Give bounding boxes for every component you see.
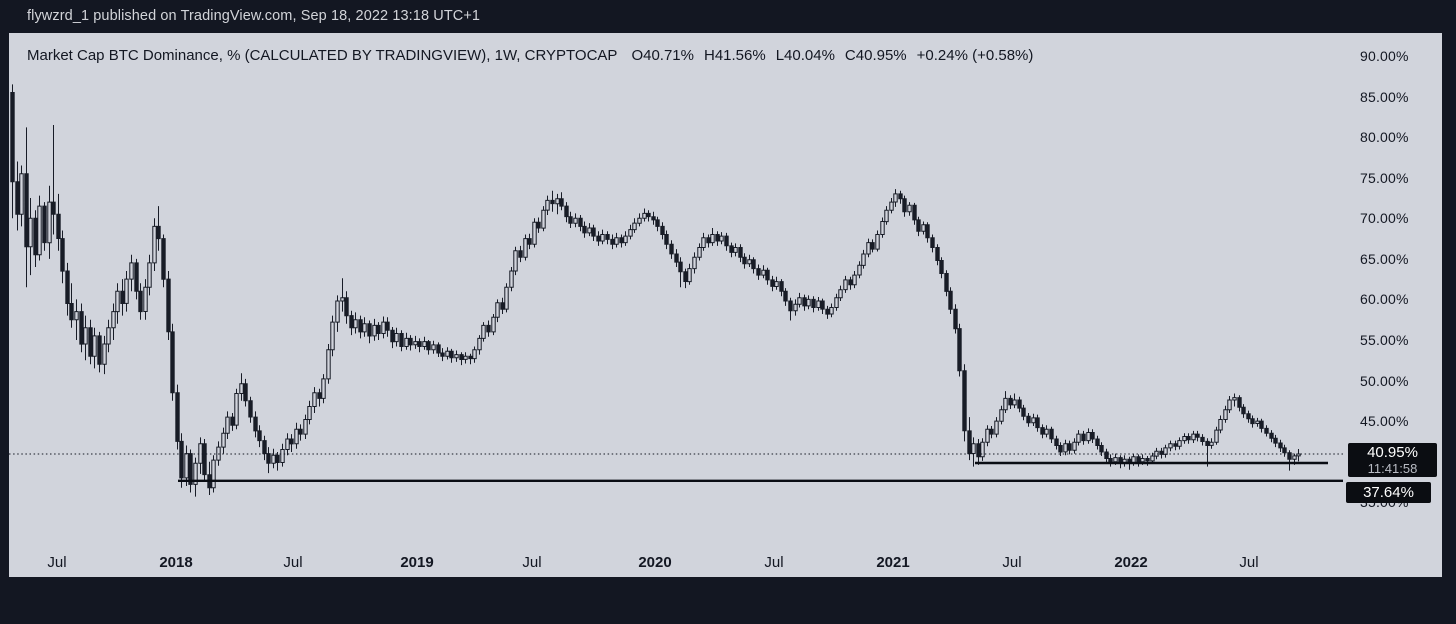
time-tick-label: 2020 <box>638 554 672 571</box>
price-tick-label: 75.00% <box>1360 170 1409 186</box>
legend-symbol-title[interactable]: Market Cap BTC Dominance, % (CALCULATED … <box>27 47 618 64</box>
legend-value: L40.04% <box>775 47 835 64</box>
time-tick-label: 2018 <box>159 554 193 571</box>
price-tick-label: 50.00% <box>1360 373 1409 389</box>
price-tick-label: 85.00% <box>1360 89 1409 105</box>
footer-bar: TradingView <box>0 577 1456 624</box>
drawing-price-axis-badge: 37.64% <box>1346 482 1431 503</box>
top-bar: flywzrd_1 published on TradingView.com, … <box>0 0 1456 33</box>
time-tick-label: Jul <box>283 554 303 571</box>
legend-value: C40.95% <box>844 47 907 64</box>
drawing-layer[interactable] <box>9 453 1345 482</box>
price-tick-label: 80.00% <box>1360 129 1409 145</box>
drawing-price-label: 37.64% <box>1363 483 1414 501</box>
price-tick-label: 55.00% <box>1360 332 1409 348</box>
legend-value: H41.56% <box>703 47 766 64</box>
time-tick-label: Jul <box>1002 554 1022 571</box>
candle-wicks <box>12 84 1299 497</box>
price-tick-label: 60.00% <box>1360 291 1409 307</box>
legend-ohlc-values: O40.71% H41.56% L40.04% C40.95% +0.24% (+0.5… <box>631 47 1043 64</box>
candle-bodies-up <box>19 173 1301 489</box>
time-tick-label: 2019 <box>400 554 434 571</box>
price-tick-label: 90.00% <box>1360 48 1409 64</box>
time-tick-label: 2021 <box>876 554 910 571</box>
bar-countdown-timer: 11:41:58 <box>1367 460 1418 476</box>
price-tick-label: 70.00% <box>1360 210 1409 226</box>
price-tick-label: 65.00% <box>1360 251 1409 267</box>
last-price-axis-badge: 40.95% 11:41:58 <box>1348 443 1437 477</box>
candle-bodies-down <box>10 92 1292 489</box>
chart-legend[interactable]: Market Cap BTC Dominance, % (CALCULATED … <box>27 47 1043 64</box>
time-tick-label: 2022 <box>1114 554 1148 571</box>
chart-panel[interactable] <box>9 33 1442 577</box>
last-price-label: 40.95% <box>1367 443 1418 461</box>
time-tick-label: Jul <box>522 554 542 571</box>
legend-value: +0.24% (+0.58%) <box>916 47 1034 64</box>
price-tick-label: 45.00% <box>1360 413 1409 429</box>
legend-value: O40.71% <box>631 47 694 64</box>
attribution-text: flywzrd_1 published on TradingView.com, … <box>27 8 481 24</box>
time-tick-label: Jul <box>47 554 67 571</box>
time-tick-label: Jul <box>1239 554 1259 571</box>
time-tick-label: Jul <box>764 554 784 571</box>
